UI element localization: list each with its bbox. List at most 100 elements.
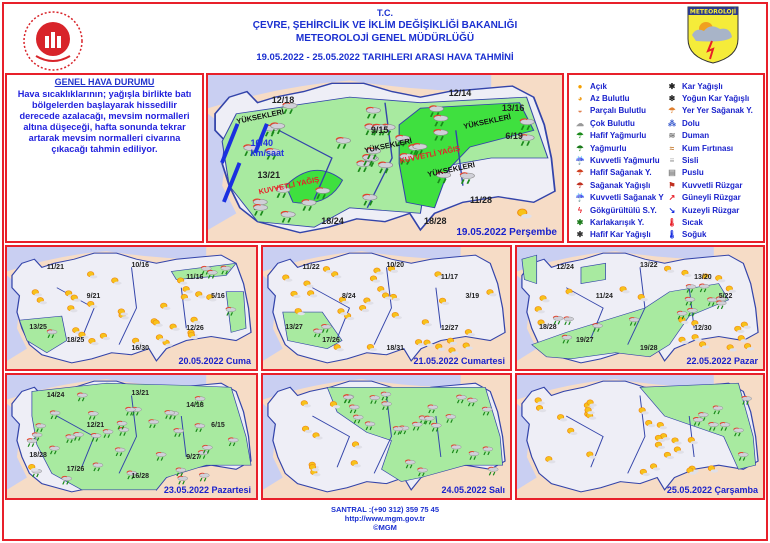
north-wind-arrow-icon: [222, 162, 242, 203]
legend-label: Duman: [682, 131, 710, 141]
sun-icon: [740, 321, 751, 329]
daily-forecast-map: 12/24 13/22 13/20 11/24 5/22 18/28 19/27 19/28 1…: [515, 245, 765, 371]
temperature-label: 12/24: [556, 264, 574, 272]
sun-icon: [337, 308, 348, 316]
legend-label: Yoğun Kar Yağışlı: [682, 94, 750, 104]
heavy-shower-icon: ☔: [575, 193, 585, 203]
sun-icon: [111, 277, 122, 285]
rain-icon: [433, 114, 449, 127]
sun-icon: [389, 293, 401, 302]
precipitation-zone: [225, 291, 247, 333]
temperature-label: 16/30: [131, 344, 150, 352]
rain-icon: [275, 186, 291, 198]
region-borders: [312, 267, 442, 345]
shower-icon: ☂: [576, 180, 584, 190]
rain-icon: [676, 310, 688, 320]
rain-icon: [369, 395, 380, 404]
daily-forecast-map: 11/21 10/16 11/16 9/21 5/16 13/25 18/25 16/30 12…: [5, 245, 258, 371]
sun-icon: [363, 297, 374, 305]
rain-icon: [49, 410, 61, 420]
sleet-icon: ✱: [576, 217, 584, 227]
temperature-label: 10/16: [131, 261, 150, 269]
region-borders: [312, 395, 442, 474]
rain-icon: [481, 406, 493, 416]
sun-icon: [438, 297, 450, 306]
sun-icon: [687, 437, 698, 445]
rain-icon: [65, 434, 77, 444]
phone-number: SANTRAL :(+90 312) 359 75 45: [330, 505, 440, 514]
sun-icon: [28, 463, 39, 472]
rain-icon: [430, 422, 442, 432]
legend-label: Hafif Kar Yağışlı: [590, 230, 651, 240]
rain-icon: [427, 404, 438, 414]
rain-icon: [712, 405, 724, 415]
sun-icon: [448, 347, 459, 355]
temperature-label: 3/19: [465, 293, 480, 301]
rain-icon: [561, 334, 573, 344]
light-snow-icon: ✱: [576, 230, 584, 240]
rain-icon: [342, 394, 354, 404]
rain-icon: [708, 422, 719, 431]
precipitation-zone: [639, 382, 757, 470]
general-weather-text: Hava sıcaklıklarının; yağışla birlikte b…: [17, 89, 192, 154]
turkey-map-svg: [7, 247, 256, 369]
legend-label: Gökgürültülü S.Y.: [590, 205, 657, 215]
sun-icon: [725, 285, 736, 293]
rain-icon: [365, 106, 381, 119]
rain-icon: [456, 394, 467, 404]
footer: SANTRAL :(+90 312) 359 75 45 http://www.…: [0, 505, 770, 532]
temperature-label: 18/28: [423, 216, 447, 227]
rain-icon: [198, 472, 210, 482]
sun-icon: [351, 441, 363, 449]
legend-item: 🌡 Sıcak: [667, 216, 759, 228]
legend-label: Kuvvetli Rüzgar: [682, 180, 743, 190]
temperature-label: 12/18: [271, 94, 295, 105]
rain-icon: [269, 122, 286, 135]
sun-icon: [359, 304, 370, 313]
hot-thermometer-icon: 🌡: [667, 217, 678, 227]
north-wind-arrow-icon: [253, 123, 269, 154]
legend-item: ⚑ Kuvvetli Rüzgar: [667, 179, 759, 191]
rain-icon: [404, 459, 416, 469]
rain-icon: [352, 414, 364, 424]
sun-icon: [36, 297, 48, 305]
temperature-label: 13/27: [285, 323, 303, 331]
legend-label: Güneyli Rüzgar: [682, 193, 741, 203]
sun-icon: [387, 265, 399, 273]
rain-icon: [365, 147, 381, 160]
sun-icon: [369, 275, 381, 283]
legend-item: ☔ Kuvvetli Yağmurlu: [575, 154, 667, 166]
temperature-label: 18/24: [321, 216, 344, 227]
map-date: 24.05.2022 Salı: [441, 485, 505, 495]
temperature-label: 13/21: [257, 169, 281, 180]
sun-icon: [382, 292, 393, 300]
temperature-label: 11/22: [302, 264, 320, 272]
legend-label: Yer Yer Sağanak Y.: [682, 106, 753, 116]
rain-icon: [417, 467, 428, 477]
sun-icon: [638, 407, 649, 415]
legend-item: ≈ Kum Fırtınası: [667, 142, 759, 154]
rain-icon: [282, 102, 298, 114]
rain-icon: [202, 444, 213, 454]
website-link[interactable]: http://www.mgm.gov.tr: [344, 514, 426, 523]
aegean-sea: [7, 403, 27, 490]
rain-icon: [321, 324, 332, 333]
rain-icon: [220, 265, 232, 275]
legend-item: ✱ Karlakarışık Y.: [575, 216, 667, 228]
rain-icon: [563, 316, 574, 326]
rain-icon: [733, 427, 744, 437]
sun-icon: [702, 273, 713, 281]
legend-item: ☂ Hafif Yağmurlu: [575, 130, 667, 142]
sun-icon: [206, 294, 217, 302]
sun-icon: ●: [577, 81, 583, 91]
legend-item: ✱ Kar Yağışlı: [667, 80, 759, 92]
sun-icon: [152, 319, 163, 327]
rain-icon: [116, 420, 128, 430]
temperature-label: 5/22: [718, 293, 733, 301]
temperature-label: 14/24: [46, 392, 65, 400]
sun-icon: [87, 301, 98, 309]
strong-wind-icon: ⚑: [668, 180, 676, 190]
rain-icon: [46, 329, 58, 339]
map-date: 21.05.2022 Cumartesi: [413, 356, 505, 366]
daily-forecast-map: 25.05.2022 Çarşamba: [515, 373, 765, 500]
